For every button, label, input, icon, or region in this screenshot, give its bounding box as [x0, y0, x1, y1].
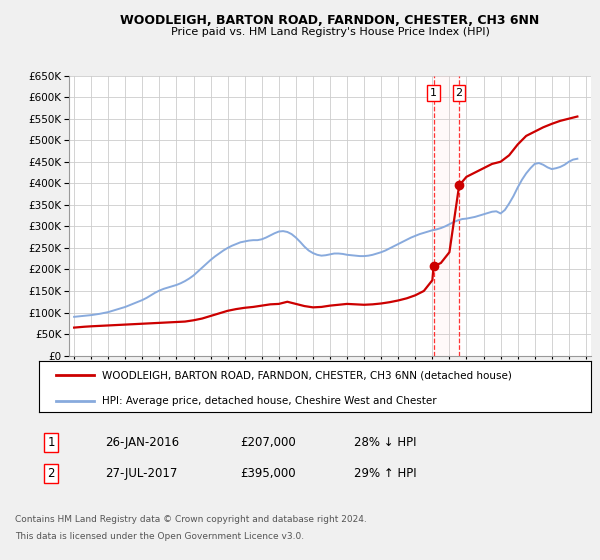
- Text: £207,000: £207,000: [240, 436, 296, 449]
- Text: WOODLEIGH, BARTON ROAD, FARNDON, CHESTER, CH3 6NN (detached house): WOODLEIGH, BARTON ROAD, FARNDON, CHESTER…: [103, 370, 512, 380]
- Text: 2: 2: [455, 88, 463, 98]
- Bar: [434, 76, 459, 356]
- Text: 1: 1: [47, 436, 55, 449]
- Text: Contains HM Land Registry data © Crown copyright and database right 2024.: Contains HM Land Registry data © Crown c…: [15, 515, 367, 524]
- Text: WOODLEIGH, BARTON ROAD, FARNDON, CHESTER, CH3 6NN: WOODLEIGH, BARTON ROAD, FARNDON, CHESTER…: [121, 14, 539, 27]
- Text: £395,000: £395,000: [240, 466, 296, 480]
- Text: 2: 2: [47, 466, 55, 480]
- Text: This data is licensed under the Open Government Licence v3.0.: This data is licensed under the Open Gov…: [15, 532, 304, 541]
- Text: 27-JUL-2017: 27-JUL-2017: [105, 466, 178, 480]
- Text: 29% ↑ HPI: 29% ↑ HPI: [354, 466, 416, 480]
- Text: HPI: Average price, detached house, Cheshire West and Chester: HPI: Average price, detached house, Ches…: [103, 395, 437, 405]
- Text: 1: 1: [430, 88, 437, 98]
- Text: 28% ↓ HPI: 28% ↓ HPI: [354, 436, 416, 449]
- Text: 26-JAN-2016: 26-JAN-2016: [105, 436, 179, 449]
- Text: Price paid vs. HM Land Registry's House Price Index (HPI): Price paid vs. HM Land Registry's House …: [170, 27, 490, 37]
